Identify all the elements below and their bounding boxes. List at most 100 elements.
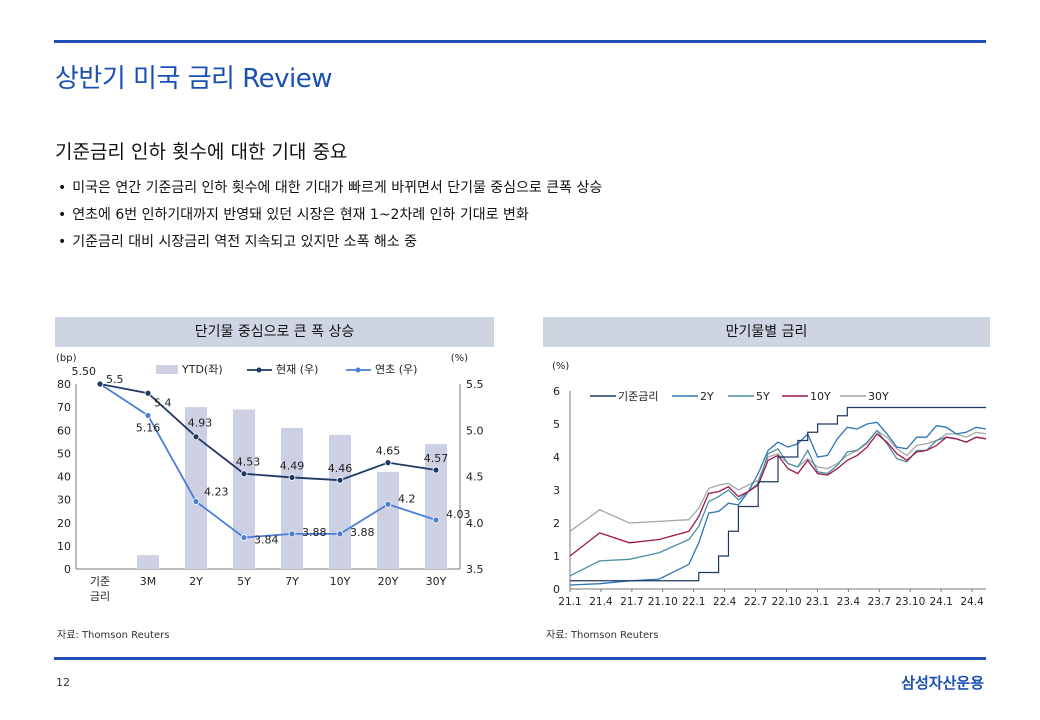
legend-current-marker — [256, 367, 262, 373]
x-tick-label: 2Y — [189, 575, 203, 588]
x-tick-label: 3M — [140, 575, 157, 588]
x-tick-label: 22.1 — [682, 596, 705, 608]
x-tick-label: 24.1 — [929, 596, 952, 608]
left-chart-header: 단기물 중심으로 큰 폭 상승 — [55, 317, 494, 347]
x-tick-label: 22.4 — [713, 596, 737, 608]
year-start-point — [288, 530, 296, 538]
legend-label: 5Y — [756, 390, 770, 403]
x-tick-label: 기준 — [90, 575, 110, 588]
left-y-tick-label: 10 — [57, 540, 71, 553]
right-chart-header: 만기물별 금리 — [543, 317, 990, 347]
y-tick-label: 6 — [553, 385, 560, 398]
left-y-tick-label: 20 — [57, 517, 71, 530]
company-logo: 삼성자산운용 — [901, 674, 984, 692]
page-number: 12 — [56, 676, 70, 689]
top-rule — [54, 40, 986, 43]
x-tick-label: 금리 — [90, 590, 110, 603]
legend-year-start-label: 연초 (우) — [375, 363, 417, 376]
series-line-10y — [569, 432, 987, 557]
series-line-base-rate — [570, 406, 986, 582]
right-y-tick-label: 5.0 — [466, 424, 484, 437]
x-tick-label: 5Y — [237, 575, 251, 588]
ytd-bar — [425, 444, 447, 569]
ytd-bar — [377, 471, 399, 569]
y-tick-label: 2 — [553, 517, 560, 530]
yield-change-chart: 0 10 20 30 40 50 60 70 80 3.5 4.0 4.5 5.0 5.5 (bp) (%) 기… — [56, 353, 484, 603]
x-tick-label: 21.7 — [620, 596, 643, 608]
year-start-point — [240, 534, 248, 541]
legend-current-label: 현재 (우) — [276, 363, 318, 376]
year-start-data-label: 4.23 — [204, 485, 229, 498]
current-data-label: 4.57 — [424, 452, 449, 465]
year-start-line — [99, 383, 437, 539]
current-data-label: 5.5 — [106, 373, 124, 386]
year-start-point — [192, 498, 200, 505]
right-y-tick-label: 4.0 — [466, 517, 484, 530]
series-line-30y — [569, 429, 987, 532]
legend-label: 10Y — [810, 390, 831, 403]
current-data-label: 4.53 — [236, 456, 261, 469]
year-start-data-label: 3.88 — [350, 526, 375, 539]
x-tick-label: 21.4 — [589, 596, 613, 608]
current-point — [96, 380, 104, 388]
left-chart-source: 자료: Thomson Reuters — [57, 630, 170, 641]
legend-label: 30Y — [868, 390, 889, 403]
current-point — [192, 433, 200, 441]
page-title: 상반기 미국 금리 Review — [55, 64, 333, 94]
x-tick-label: 23.4 — [837, 596, 861, 608]
ytd-bar — [137, 555, 159, 569]
right-y-tick-label: 3.5 — [466, 563, 484, 576]
series-line-5y — [569, 429, 987, 577]
legend-label: 2Y — [700, 390, 714, 403]
right-y-tick-label: 5.5 — [466, 378, 484, 391]
year-start-point — [384, 500, 392, 508]
y-tick-label: 1 — [553, 550, 560, 563]
x-tick-label: 23.7 — [868, 596, 891, 608]
y-axis-label: (%) — [552, 361, 569, 372]
left-y-axis-label: (bp) — [56, 353, 77, 364]
current-data-label: 4.46 — [328, 462, 353, 475]
right-chart-source: 자료: Thomson Reuters — [546, 630, 659, 641]
y-tick-label: 4 — [553, 451, 560, 464]
bottom-rule — [54, 657, 986, 660]
year-start-data-label: 5.16 — [136, 421, 161, 434]
year-start-data-label: 4.03 — [446, 508, 471, 521]
left-y-tick-label: 0 — [64, 563, 71, 576]
x-tick-label: 30Y — [426, 575, 447, 588]
current-data-label: 5.4 — [154, 396, 172, 409]
left-y-tick-label: 30 — [57, 494, 71, 507]
x-tick-label: 24.4 — [960, 596, 984, 608]
year-start-point — [144, 412, 152, 419]
current-point — [384, 459, 392, 467]
bullet-item: 연초에 6번 인하기대까지 반영돼 있던 시장은 현재 1~2차례 인하 기대로… — [58, 202, 602, 229]
x-tick-label: 22.7 — [744, 596, 767, 608]
ytd-bar — [233, 409, 255, 569]
y-tick-label: 0 — [553, 583, 560, 596]
current-point — [336, 476, 344, 484]
ytd-bar — [329, 434, 351, 569]
left-y-tick-label: 40 — [57, 471, 71, 484]
x-tick-label: 10Y — [330, 575, 351, 588]
x-tick-label: 23.1 — [806, 596, 829, 608]
left-y-tick-label: 60 — [57, 424, 71, 437]
year-start-data-label: 4.2 — [398, 492, 416, 505]
ytd-bar — [185, 407, 207, 569]
right-y-axis-label: (%) — [451, 353, 468, 364]
ytd-bar — [281, 427, 303, 569]
current-point — [288, 474, 296, 481]
bullet-list: 미국은 연간 기준금리 인하 횟수에 대한 기대가 빠르게 바뀌면서 단기물 중… — [58, 175, 602, 256]
legend-ytd-label: YTD(좌) — [181, 363, 223, 376]
x-tick-label: 20Y — [378, 575, 399, 588]
year-start-point — [432, 516, 440, 524]
bullet-item: 미국은 연간 기준금리 인하 횟수에 대한 기대가 빠르게 바뀌면서 단기물 중… — [58, 175, 602, 202]
maturity-rates-chart: 0 1 2 3 4 5 6 (%) 21.1 21.4 21.7 21.10 22.1 22.4 22.7 2… — [552, 361, 987, 608]
x-tick-label: 21.1 — [558, 596, 581, 608]
current-data-label: 4.49 — [280, 459, 305, 472]
legend-label: 기준금리 — [618, 390, 658, 403]
current-data-label: 4.65 — [376, 445, 401, 458]
year-start-data-label: 3.88 — [302, 526, 327, 539]
bullet-item: 기준금리 대비 시장금리 역전 지속되고 있지만 소폭 해소 중 — [58, 229, 602, 256]
x-tick-label: 23.10 — [895, 596, 925, 608]
left-y-tick-label: 70 — [57, 401, 71, 414]
legend-ytd-swatch — [156, 365, 178, 374]
